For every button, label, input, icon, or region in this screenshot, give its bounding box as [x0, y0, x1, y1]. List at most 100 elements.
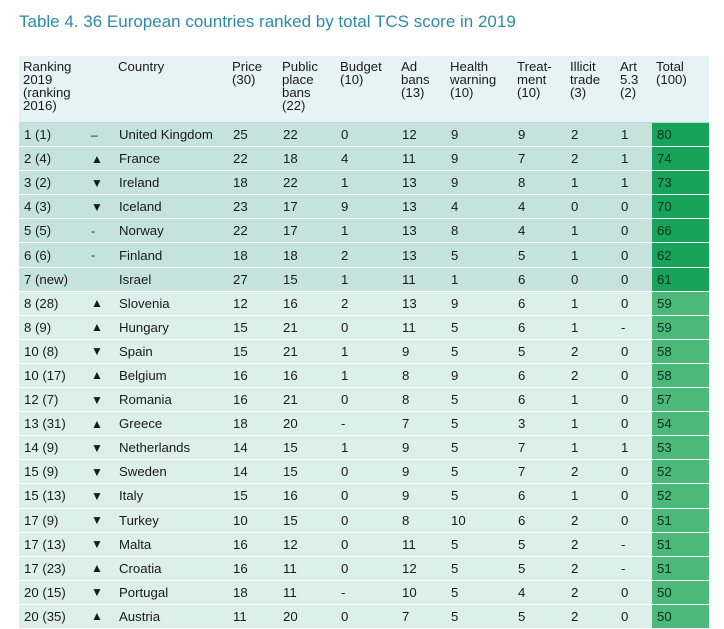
table-row: 17 (23) ▲ Croatia 16 11 0 12 5 5 2-51 [19, 556, 709, 581]
cell-price: 10 [228, 508, 278, 533]
cell-public: 11 [278, 580, 336, 605]
cell-trend: ▼ [85, 387, 114, 413]
cell-country: Greece [114, 411, 228, 437]
cell-country: United Kingdom [114, 122, 228, 148]
header-line: (10) [450, 85, 474, 100]
cell-ad: 9 [397, 483, 446, 509]
cell-rank: 8 (28) [19, 291, 85, 316]
header-line: Price [232, 59, 263, 74]
cell-art: 0 [616, 483, 652, 509]
cell-ad: 9 [397, 459, 446, 485]
table-row: 20 (35) ▲ Austria 11 20 0 7 5 5 2 0 50 [19, 604, 709, 629]
header-line: Ad [401, 59, 418, 74]
cell-art: 1 [616, 170, 652, 196]
cell-country: Slovenia [114, 291, 228, 316]
cell-treatment: 4 [513, 218, 566, 244]
cell-ad: 7 [397, 411, 446, 437]
header-art-5-3: Art 5.3 (2) [616, 56, 652, 123]
cell-rank: 14 (9) [19, 435, 85, 461]
cell-rank: 7 (new) [19, 267, 85, 292]
cell-rank: 17 (9) [19, 508, 85, 533]
cell-art: 0 [616, 363, 652, 389]
cell-illicit: 2 [566, 508, 616, 533]
table-row: 10 (8) ▼ Spain 15 21 1 9 5 5 2 0 58 [19, 339, 709, 364]
cell-treatment: 5 [513, 242, 566, 268]
header-line: Health [450, 59, 489, 74]
cell-illicit: 1 [566, 291, 616, 316]
cell-public: 22 [278, 122, 336, 148]
header-line: (30) [232, 72, 256, 87]
cell-budget: 1 [336, 170, 397, 196]
cell-health: 4 [446, 194, 513, 220]
cell-illicit: 0 [566, 194, 616, 220]
cell-art: 0 [616, 267, 652, 292]
cell-total: 62 [652, 242, 709, 268]
cell-illicit: 2 [566, 556, 616, 581]
header-line: place [282, 72, 314, 87]
cell-illicit: 1 [566, 411, 616, 437]
cell-budget: 1 [336, 339, 397, 364]
cell-treatment: 7 [513, 435, 566, 461]
cell-budget: 1 [336, 435, 397, 461]
cell-rank: 17 (23) [19, 556, 85, 581]
cell-budget: 1 [336, 267, 397, 292]
cell-rank: 6 (6) [19, 242, 85, 268]
header-trend [85, 56, 114, 123]
cell-budget: 9 [336, 194, 397, 220]
cell-total: 58 [652, 363, 709, 389]
cell-ad: 12 [397, 122, 446, 148]
table-row: 5 (5) - Norway 22 17 1 13 8 4 1 0 66 [19, 218, 709, 244]
cell-public: 11 [278, 556, 336, 581]
table-row: 15 (9) ▼ Sweden 14 15 0 9 5 7 2 0 52 [19, 459, 709, 485]
cell-budget: 0 [336, 604, 397, 629]
cell-art: - [616, 556, 652, 581]
header-ad-bans: Ad bans (13) [397, 56, 446, 123]
table-row: 1 (1) – United Kingdom 25 22 0 12 9 9 2 1 80 [19, 122, 709, 148]
cell-rank: 13 (31) [19, 411, 85, 437]
header-line: Total [656, 59, 684, 74]
cell-price: 18 [228, 580, 278, 605]
cell-public: 20 [278, 604, 336, 629]
cell-ad: 9 [397, 435, 446, 461]
cell-budget: - [336, 580, 397, 605]
cell-health: 5 [446, 339, 513, 364]
header-line: 2019 [23, 72, 53, 87]
header-illicit-trade: Illicit trade (3) [566, 56, 616, 123]
cell-trend: ▼ [85, 170, 114, 196]
cell-health: 5 [446, 315, 513, 340]
cell-health: 1 [446, 267, 513, 292]
cell-total: 59 [652, 315, 709, 340]
header-line: Public [282, 59, 318, 74]
header-health-warning: Health warning (10) [446, 56, 513, 123]
cell-trend: - [85, 242, 114, 268]
cell-ad: 13 [397, 194, 446, 220]
cell-trend: ▼ [85, 508, 114, 533]
cell-total: 59 [652, 291, 709, 316]
cell-illicit: 1 [566, 483, 616, 509]
cell-total: 58 [652, 339, 709, 364]
cell-total: 70 [652, 194, 709, 220]
cell-treatment: 6 [513, 387, 566, 413]
table-title: Table 4. 36 European countries ranked by… [19, 12, 516, 31]
cell-ad: 8 [397, 508, 446, 533]
cell-ad: 7 [397, 604, 446, 629]
cell-art: 0 [616, 218, 652, 244]
ranking-table: Ranking 2019 (ranking 2016) Country Price (3… [19, 56, 709, 629]
cell-price: 27 [228, 267, 278, 292]
cell-trend [85, 267, 114, 292]
header-line: (ranking [23, 85, 71, 100]
cell-public: 17 [278, 218, 336, 244]
header-line: Art [620, 59, 637, 74]
cell-health: 8 [446, 218, 513, 244]
cell-ad: 13 [397, 170, 446, 196]
cell-price: 22 [228, 218, 278, 244]
cell-country: Portugal [114, 580, 228, 605]
cell-price: 15 [228, 483, 278, 509]
cell-trend: – [85, 122, 114, 148]
cell-trend: ▲ [85, 291, 114, 316]
cell-trend: ▲ [85, 315, 114, 340]
cell-illicit: 1 [566, 242, 616, 268]
header-treatment: Treat-ment (10) [513, 56, 566, 123]
cell-art: 0 [616, 242, 652, 268]
